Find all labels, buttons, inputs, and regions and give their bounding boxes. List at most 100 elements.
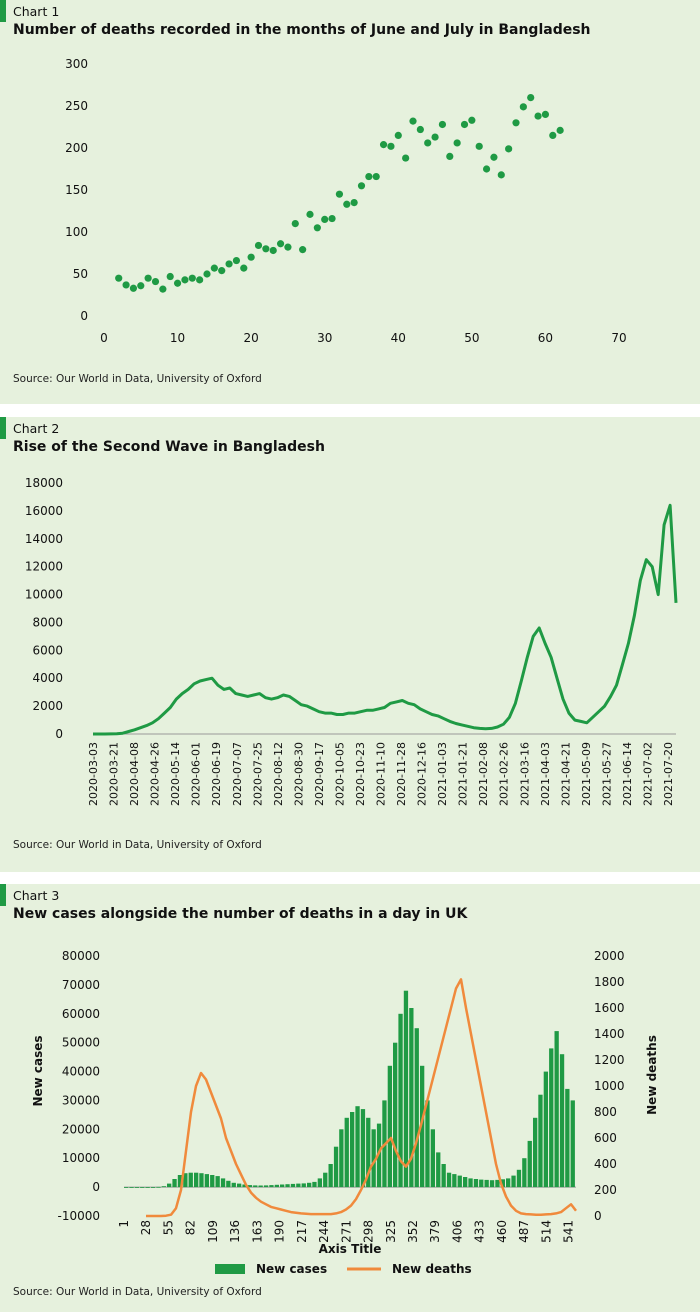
bar (231, 1182, 236, 1188)
scatter-point (453, 139, 461, 147)
scatter-point (387, 142, 395, 150)
x-tick-label: 28 (139, 1220, 153, 1235)
y-tick-label-left: -10000 (57, 1209, 100, 1223)
x-tick-label: 541 (562, 1220, 576, 1243)
bar (468, 1178, 473, 1188)
x-tick-label: 2020-07-07 (231, 742, 244, 806)
scatter-point (527, 94, 535, 102)
chart-tag-marker (0, 884, 6, 906)
x-tick-label: 217 (295, 1220, 309, 1243)
chart-title: Number of deaths recorded in the months … (13, 22, 591, 38)
bar (134, 1187, 140, 1188)
bar (425, 1100, 430, 1188)
bar (430, 1129, 435, 1188)
bar (317, 1178, 322, 1188)
bar (172, 1179, 177, 1188)
y-tick-label: 6000 (32, 643, 63, 657)
scatter-point (321, 215, 329, 223)
x-tick-label: 325 (384, 1220, 398, 1243)
bar (199, 1173, 204, 1188)
y-tick-label: 16000 (25, 504, 63, 518)
scatter-point (519, 103, 527, 111)
chart-number: Chart 1 (13, 4, 60, 19)
bar (463, 1177, 468, 1188)
x-tick-label: 2021-07-20 (662, 742, 675, 806)
bar (527, 1140, 532, 1188)
scatter-point (490, 153, 498, 161)
bar (360, 1109, 366, 1188)
scatter-point (269, 246, 277, 255)
x-tick-label: 2020-06-01 (190, 742, 203, 806)
bar (177, 1175, 183, 1188)
x-tick-label: 2020-12-16 (416, 742, 429, 806)
bar (495, 1179, 500, 1188)
chart-1-panel: Chart 1 Number of deaths recorded in the… (0, 0, 700, 404)
scatter-point (129, 284, 138, 292)
scatter-point (409, 117, 417, 125)
y-tick-label: 2000 (32, 699, 63, 713)
scatter-point (372, 172, 380, 181)
y-tick-label-right: 200 (594, 1183, 617, 1197)
bar (215, 1176, 220, 1188)
x-tick-label: 2020-06-19 (210, 742, 223, 806)
bar (533, 1117, 538, 1188)
x-tick-label: 2020-08-12 (272, 742, 285, 806)
bar (500, 1179, 505, 1188)
scatter-point (181, 276, 189, 284)
x-tick-label: 298 (362, 1220, 376, 1243)
bar (543, 1071, 548, 1188)
bar (376, 1123, 382, 1188)
scatter-point (188, 274, 196, 282)
chart-source: Source: Our World in Data, University of… (13, 1286, 262, 1298)
scatter-point (203, 270, 211, 278)
bar (554, 1031, 559, 1188)
x-tick-label: 487 (517, 1220, 531, 1243)
scatter-point (460, 120, 469, 129)
y-tick-label-right: 1000 (594, 1079, 625, 1093)
x-tick-label: 2020-04-26 (149, 742, 162, 806)
y-tick-label: 8000 (32, 615, 63, 629)
scatter-point (299, 246, 307, 254)
bar (516, 1169, 522, 1188)
x-tick-label: 82 (184, 1220, 198, 1235)
y-tick-label-right: 0 (594, 1209, 602, 1223)
scatter-point (291, 220, 299, 228)
scatter-point (402, 154, 410, 162)
scatter-point (438, 120, 447, 129)
x-tick-label: 460 (495, 1220, 509, 1243)
y-tick-label-right: 1600 (594, 1001, 625, 1015)
y-tick-label-left: 20000 (62, 1122, 100, 1136)
scatter-point (306, 210, 314, 218)
scatter-point (394, 131, 402, 139)
bar (285, 1184, 290, 1188)
x-tick-label: 271 (339, 1220, 353, 1243)
scatter-point (446, 152, 454, 160)
bar (290, 1183, 296, 1188)
y-tick-label-left: 60000 (62, 1007, 100, 1021)
y-tick-label: 300 (65, 57, 88, 71)
bar (129, 1187, 134, 1188)
y-tick-label-left: 70000 (62, 978, 100, 992)
x-tick-label: 2020-03-21 (108, 742, 121, 806)
bar (484, 1179, 489, 1188)
bar (124, 1187, 129, 1188)
bar (301, 1183, 306, 1188)
scatter-point (232, 256, 241, 265)
scatter-point (247, 253, 255, 261)
scatter-point (534, 112, 542, 120)
scatter-point (115, 274, 123, 282)
y-axis-title-left: New cases (31, 1035, 45, 1106)
scatter-point (505, 145, 513, 153)
bar (355, 1106, 360, 1188)
y-tick-label-left: 10000 (62, 1151, 100, 1165)
x-tick-label: 244 (317, 1220, 331, 1243)
x-tick-label: 163 (250, 1220, 264, 1243)
scatter-point (328, 214, 336, 223)
scatter-point (122, 281, 130, 289)
scatter-point (549, 131, 557, 139)
x-tick-label: 190 (273, 1220, 287, 1243)
y-tick-label: 100 (65, 225, 88, 239)
bar (387, 1065, 392, 1188)
chart-source: Source: Our World in Data, University of… (13, 373, 262, 385)
chart-tag-marker (0, 0, 6, 22)
